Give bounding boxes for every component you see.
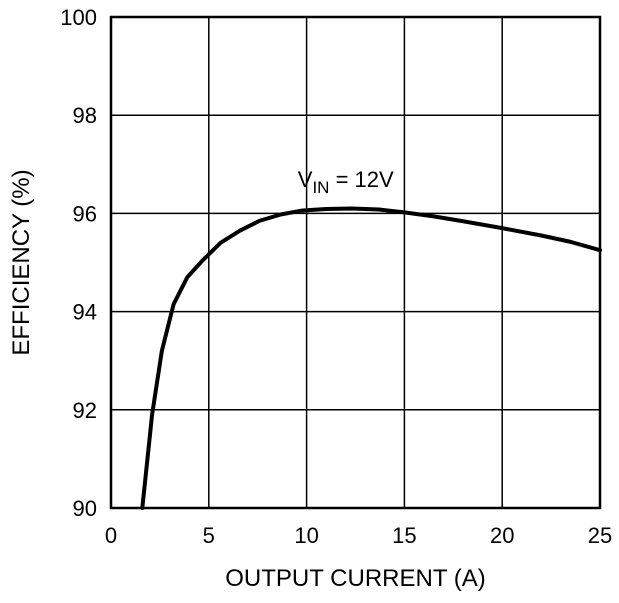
annotation-subscript: IN (312, 178, 329, 197)
y-tick-label-94: 94 (73, 300, 97, 325)
y-axis-title: EFFICIENCY (%) (8, 169, 35, 355)
x-tick-label-5: 5 (203, 523, 215, 548)
y-tick-label-100: 100 (60, 5, 97, 30)
series-line-0 (140, 206, 602, 510)
x-axis-title: OUTPUT CURRENT (A) (225, 565, 485, 592)
y-tick-label-96: 96 (73, 201, 97, 226)
x-tick-labels: 0 5 10 15 20 25 (105, 523, 612, 548)
x-tick-label-25: 25 (588, 523, 612, 548)
x-tick-label-0: 0 (105, 523, 117, 548)
x-tick-label-10: 10 (294, 523, 318, 548)
x-tick-label-20: 20 (490, 523, 514, 548)
y-tick-labels: 90 92 94 96 98 100 (60, 5, 97, 521)
annotation-rest: = 12V (329, 167, 394, 192)
y-tick-label-90: 90 (73, 496, 97, 521)
plot-frame (109, 15, 602, 510)
x-tick-label-15: 15 (392, 523, 416, 548)
annotation-main: V (298, 167, 313, 192)
grid (111, 17, 600, 508)
vin-annotation: VIN = 12V (298, 167, 394, 197)
y-tick-label-98: 98 (73, 103, 97, 128)
series-layer (140, 206, 602, 510)
y-tick-label-92: 92 (73, 398, 97, 423)
